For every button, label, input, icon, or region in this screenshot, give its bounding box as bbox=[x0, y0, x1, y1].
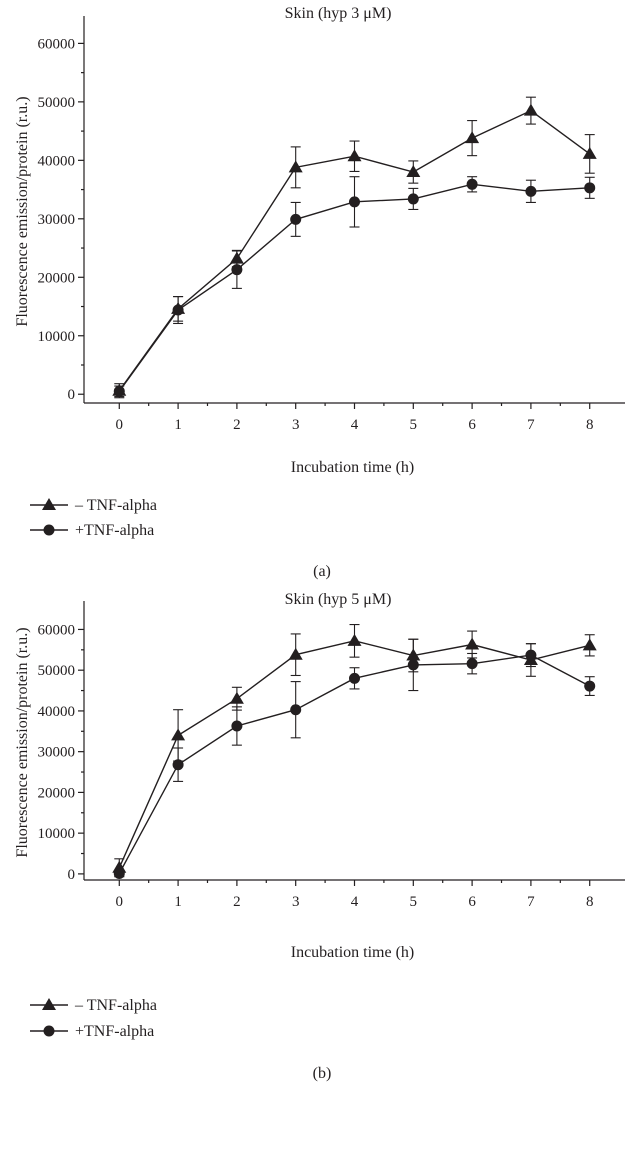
data-point-triangle bbox=[347, 149, 362, 162]
data-point-circle bbox=[525, 185, 537, 197]
legend-label: – TNF-alpha bbox=[74, 497, 157, 514]
data-point-circle bbox=[290, 704, 302, 716]
data-point-triangle bbox=[465, 131, 480, 144]
y-tick-label: 0 bbox=[68, 387, 76, 403]
y-tick-label: 0 bbox=[68, 867, 76, 883]
legend-marker-circle bbox=[43, 524, 55, 536]
y-axis-title: Fluorescence emission/protein (r.u.) bbox=[14, 627, 31, 857]
x-axis-title: Incubation time (h) bbox=[291, 459, 415, 476]
y-tick-label: 50000 bbox=[38, 95, 76, 111]
series-minus-tnf-alpha bbox=[112, 624, 597, 878]
data-point-circle bbox=[584, 182, 596, 194]
data-point-circle bbox=[113, 867, 125, 879]
data-point-triangle bbox=[582, 638, 597, 651]
legend-label: – TNF-alpha bbox=[74, 997, 157, 1014]
legend-marker-circle bbox=[43, 1025, 55, 1037]
x-tick-label: 2 bbox=[233, 417, 241, 433]
data-point-circle bbox=[349, 196, 360, 208]
data-point-circle bbox=[407, 659, 419, 671]
x-tick-label: 2 bbox=[233, 894, 241, 910]
series-plus-tnf-alpha bbox=[113, 638, 596, 879]
y-tick-label: 60000 bbox=[38, 622, 76, 638]
legend-marker-triangle bbox=[42, 998, 56, 1010]
data-point-triangle bbox=[582, 146, 597, 159]
data-point-triangle bbox=[171, 728, 186, 741]
x-tick-label: 0 bbox=[116, 894, 124, 910]
chart-title: Skin (hyp 3 μM) bbox=[285, 5, 392, 22]
data-point-triangle bbox=[288, 160, 303, 173]
series-plus-tnf-alpha bbox=[113, 176, 596, 398]
chart-panel-a: Skin (hyp 3 μM) 0 10000 20000 30000 40000 5000… bbox=[14, 5, 625, 580]
data-point-circle bbox=[172, 759, 184, 771]
data-point-circle bbox=[113, 385, 125, 397]
y-tick-label: 10000 bbox=[38, 329, 76, 345]
data-point-triangle bbox=[406, 165, 421, 178]
x-tick-label: 1 bbox=[174, 417, 182, 433]
data-point-circle bbox=[466, 658, 478, 670]
y-tick-label: 20000 bbox=[38, 785, 76, 801]
y-tick-label: 20000 bbox=[38, 270, 76, 286]
chart-panel-b: Skin (hyp 5 μM) 0 10000 20000 30000 40000 5000… bbox=[14, 591, 625, 1082]
y-tick-label: 30000 bbox=[38, 745, 76, 761]
data-point-circle bbox=[349, 672, 360, 684]
legend-label: +TNF-alpha bbox=[75, 522, 154, 539]
y-tick-label: 50000 bbox=[38, 663, 76, 679]
data-point-triangle bbox=[229, 691, 244, 704]
x-axis-title: Incubation time (h) bbox=[291, 944, 415, 961]
y-axis-title: Fluorescence emission/protein (r.u.) bbox=[14, 96, 31, 326]
series-minus-tnf-alpha bbox=[112, 96, 597, 399]
data-point-triangle bbox=[523, 103, 538, 116]
y-tick-label: 30000 bbox=[38, 212, 76, 228]
x-tick-label: 3 bbox=[292, 894, 300, 910]
x-tick-label: 7 bbox=[527, 417, 535, 433]
legend-marker-triangle bbox=[42, 498, 56, 510]
x-tick-label: 5 bbox=[410, 417, 418, 433]
data-point-circle bbox=[525, 649, 537, 661]
data-point-circle bbox=[407, 193, 419, 205]
y-tick-label: 40000 bbox=[38, 153, 76, 169]
x-tick-label: 4 bbox=[351, 894, 359, 910]
y-tick-label: 40000 bbox=[38, 704, 76, 720]
y-tick-label: 60000 bbox=[38, 36, 76, 52]
data-point-triangle bbox=[465, 637, 480, 650]
data-point-circle bbox=[231, 264, 243, 276]
legend-label: +TNF-alpha bbox=[75, 1023, 154, 1040]
data-point-triangle bbox=[347, 633, 362, 646]
chart-title: Skin (hyp 5 μM) bbox=[285, 591, 392, 608]
data-point-circle bbox=[290, 213, 302, 225]
x-tick-label: 6 bbox=[468, 894, 476, 910]
data-point-circle bbox=[584, 680, 596, 692]
y-tick-label: 10000 bbox=[38, 826, 76, 842]
panel-label: (a) bbox=[313, 563, 331, 580]
x-tick-label: 0 bbox=[116, 417, 124, 433]
x-tick-label: 1 bbox=[174, 894, 182, 910]
x-tick-label: 6 bbox=[468, 417, 476, 433]
x-tick-label: 7 bbox=[527, 894, 535, 910]
data-point-circle bbox=[231, 720, 243, 732]
data-point-triangle bbox=[288, 647, 303, 660]
data-point-circle bbox=[172, 304, 184, 316]
panel-label: (b) bbox=[313, 1065, 332, 1082]
x-tick-label: 4 bbox=[351, 417, 359, 433]
x-tick-label: 5 bbox=[410, 894, 418, 910]
x-tick-label: 3 bbox=[292, 417, 300, 433]
x-tick-label: 8 bbox=[586, 417, 594, 433]
x-tick-label: 8 bbox=[586, 894, 594, 910]
data-point-circle bbox=[466, 178, 478, 190]
